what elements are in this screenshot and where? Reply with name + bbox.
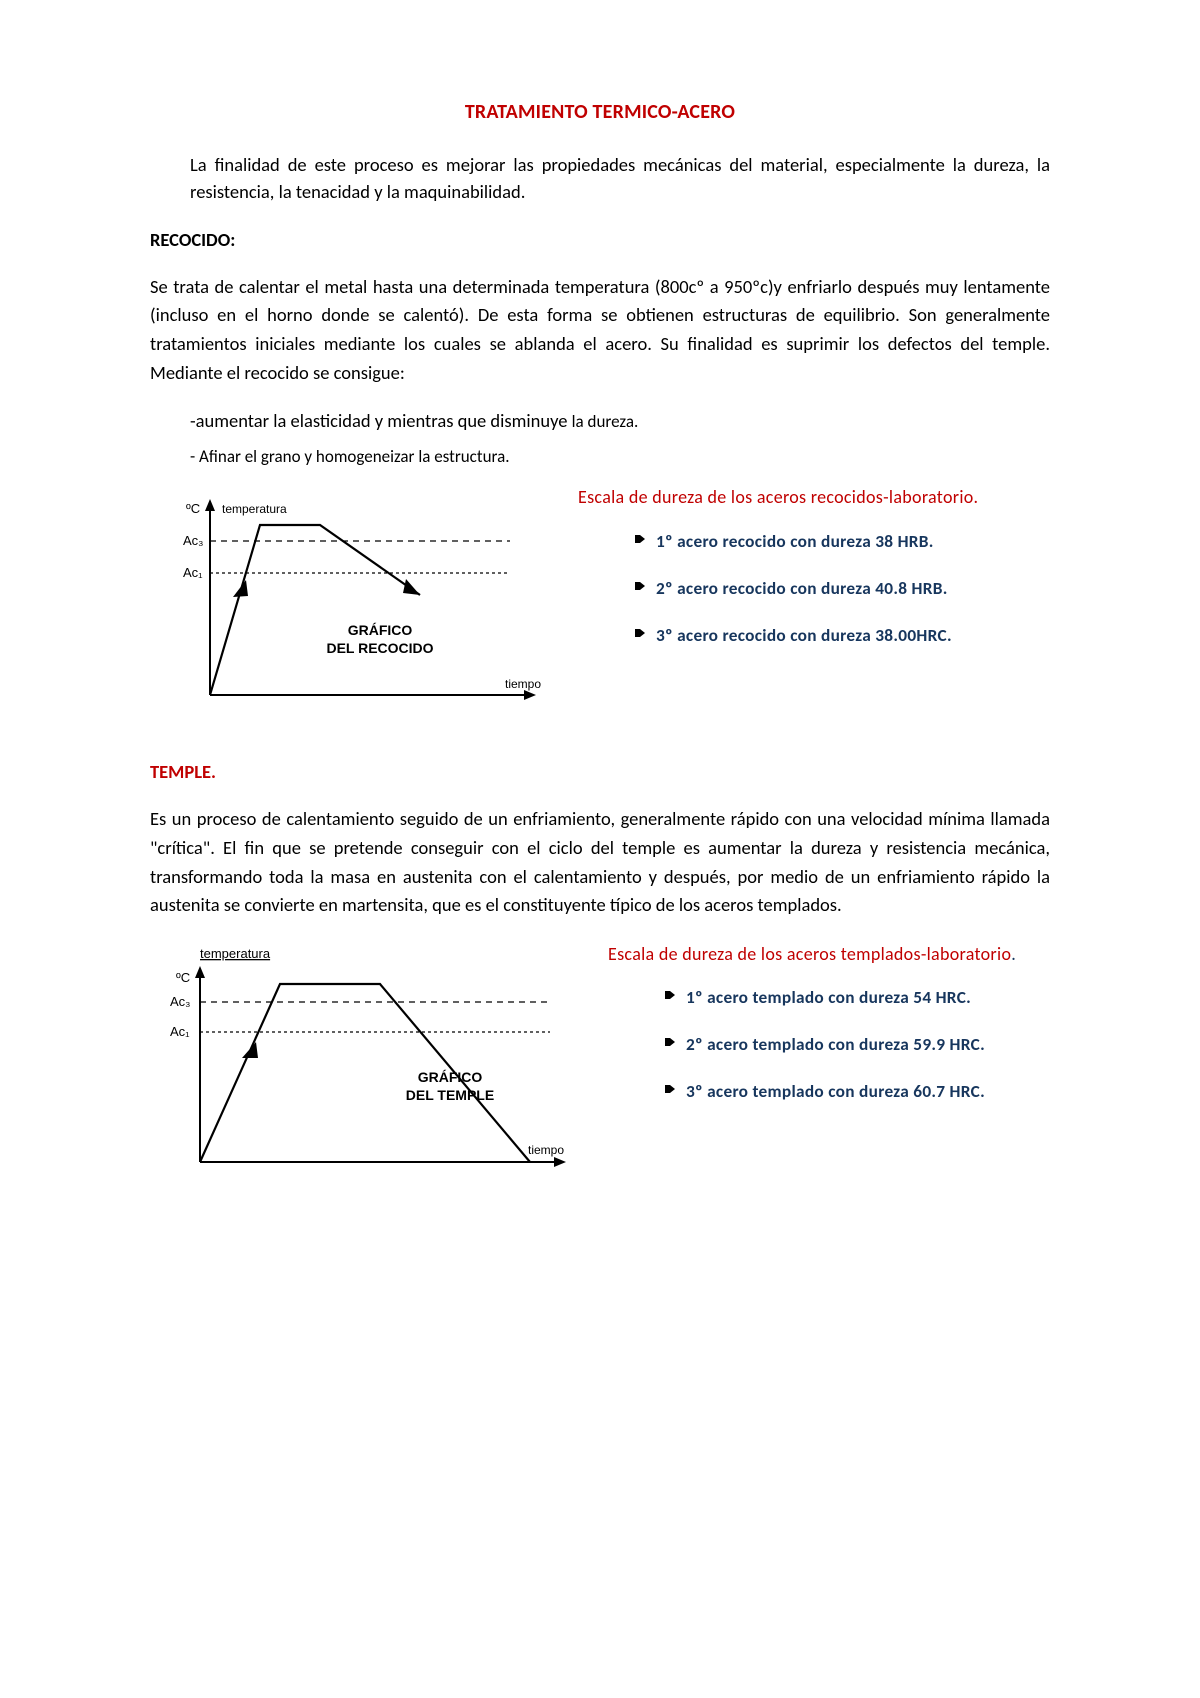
recocido-bullet-2: - Afinar el grano y homogeneizar la estr… [190,446,1050,467]
svg-text:GRÁFICO: GRÁFICO [418,1069,483,1085]
list-item: 3º acero recocido con dureza 38.00HRC. [628,623,1050,648]
svg-text:temperatura: temperatura [200,946,271,961]
recocido-heading: RECOCIDO: [150,228,1050,251]
svg-text:temperatura: temperatura [222,502,287,516]
list-item: 2º acero recocido con dureza 40.8 HRB. [628,576,1050,601]
svg-text:DEL TEMPLE: DEL TEMPLE [406,1087,494,1103]
list-item-label: 1º acero templado con dureza 54 HRC. [686,985,971,1010]
temple-side-head-text: Escala de dureza de los aceros templados… [608,943,1011,965]
recocido-body: Se trata de calentar el metal hasta una … [150,273,1050,388]
list-item: 1º acero recocido con dureza 38 HRB. [628,529,1050,554]
recocido-chart: ºC temperatura Ac₃ Ac₁ GRÁFICO DEL RECOC… [150,485,550,730]
svg-text:Ac₁: Ac₁ [183,565,203,580]
list-item: 1º acero templado con dureza 54 HRC. [658,985,1050,1010]
temple-head-text: TEMPLE. [150,760,216,783]
hand-icon [658,987,676,1001]
svg-text:ºC: ºC [176,970,190,985]
list-item-label: 3º acero recocido con dureza 38.00HRC. [656,623,952,648]
bullet-text-small: la dureza. [572,411,639,432]
hand-icon [628,531,646,545]
temple-row: temperatura ºC Ac₃ Ac₁ GRÁFICO DEL TEMPL… [150,942,1050,1202]
list-item-label: 2º acero templado con dureza 59.9 HRC. [686,1032,985,1057]
svg-text:Ac₃: Ac₃ [170,994,190,1009]
svg-text:DEL RECOCIDO: DEL RECOCIDO [326,640,433,656]
list-item: 3º acero templado con dureza 60.7 HRC. [658,1079,1050,1104]
page-title: TRATAMIENTO TERMICO-ACERO [150,100,1050,124]
temple-side-head: Escala de dureza de los aceros templados… [608,942,1050,967]
svg-text:Ac₁: Ac₁ [170,1024,190,1039]
svg-text:ºC: ºC [186,501,200,516]
list-item-label: 2º acero recocido con dureza 40.8 HRB. [656,576,948,601]
svg-text:GRÁFICO: GRÁFICO [348,622,413,638]
hand-icon [658,1081,676,1095]
recocido-bullet-1: -aumentar la elasticidad y mientras que … [190,409,1050,432]
temple-heading: TEMPLE. [150,760,1050,783]
temple-chart: temperatura ºC Ac₃ Ac₁ GRÁFICO DEL TEMPL… [150,942,580,1202]
list-item-label: 1º acero recocido con dureza 38 HRB. [656,529,934,554]
temple-body: Es un proceso de calentamiento seguido d… [150,805,1050,920]
hand-icon [628,578,646,592]
recocido-row: ºC temperatura Ac₃ Ac₁ GRÁFICO DEL RECOC… [150,485,1050,730]
hand-icon [628,625,646,639]
bullet-text: -aumentar la elasticidad y mientras que … [190,409,572,432]
list-item-label: 3º acero templado con dureza 60.7 HRC. [686,1079,985,1104]
temple-side-head-dot: . [1011,943,1016,965]
svg-text:tiempo: tiempo [528,1143,564,1157]
intro-paragraph: La finalidad de este proceso es mejorar … [190,152,1050,206]
list-item: 2º acero templado con dureza 59.9 HRC. [658,1032,1050,1057]
svg-text:Ac₃: Ac₃ [183,533,203,548]
recocido-side: Escala de dureza de los aceros recocidos… [578,485,1050,730]
svg-text:tiempo: tiempo [505,677,541,691]
temple-side: Escala de dureza de los aceros templados… [608,942,1050,1202]
hand-icon [658,1034,676,1048]
recocido-side-head: Escala de dureza de los aceros recocidos… [578,485,1050,510]
